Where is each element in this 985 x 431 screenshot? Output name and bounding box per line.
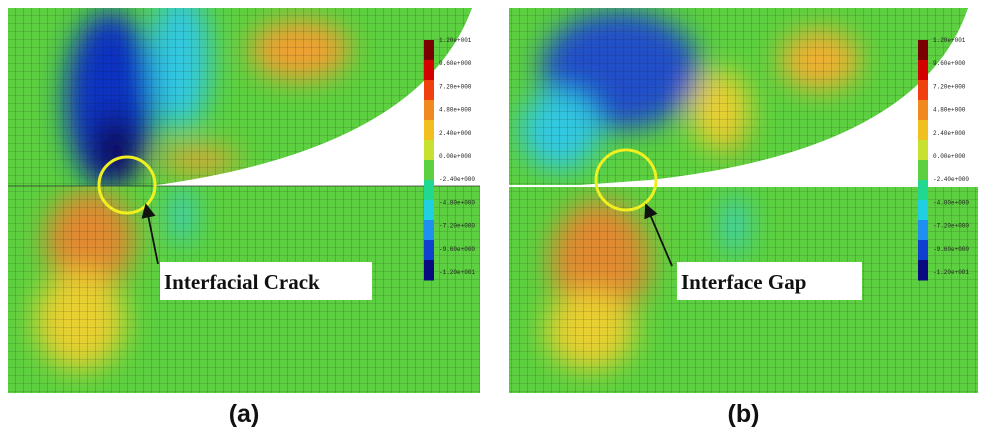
colorbar-label: 7.20e+000 (933, 83, 966, 90)
colorbar-band (918, 220, 928, 241)
colorbar-band (918, 180, 928, 201)
colorbar-label: -1.20e+001 (439, 269, 475, 276)
colorbar-band (918, 80, 928, 101)
colorbar-label: 0.00e+000 (933, 153, 966, 160)
annotation: Interfacial Crack (164, 270, 320, 294)
colorbar-band (424, 120, 434, 141)
colorbar-label: 4.80e+000 (933, 107, 966, 114)
colorbar-label: 9.60e+000 (933, 60, 966, 67)
colorbar-band (424, 100, 434, 121)
colorbar-band (424, 140, 434, 161)
colorbar-band (918, 60, 928, 81)
caption: (b) (728, 400, 760, 428)
colorbar-band (424, 200, 434, 221)
colorbar-band (918, 260, 928, 281)
colorbar-band (918, 160, 928, 181)
colorbar-label: -1.20e+001 (933, 269, 969, 276)
colorbar-band (424, 60, 434, 81)
colorbar-label: -9.60e+000 (439, 246, 475, 253)
colorbar-label: 0.00e+000 (439, 153, 472, 160)
colorbar-band (424, 40, 434, 61)
colorbar-band (918, 120, 928, 141)
panel: 1.20e+001 9.60e+000 7.20e+000 4.80e+000 2.40… (8, 0, 480, 428)
colorbar-band (424, 260, 434, 281)
colorbar-band (424, 80, 434, 101)
colorbar-label: 9.60e+000 (439, 60, 472, 67)
colorbar-band (424, 160, 434, 181)
annotation: Interface Gap (681, 270, 806, 294)
colorbar-band (918, 200, 928, 221)
colorbar-label: -7.20e+000 (439, 223, 475, 230)
figure: 1.20e+001 9.60e+000 7.20e+000 4.80e+000 2.40… (0, 0, 985, 431)
colorbar-band (424, 240, 434, 261)
colorbar-label: 1.20e+001 (933, 37, 966, 44)
colorbar-label: 4.80e+000 (439, 107, 472, 114)
colorbar-band (918, 240, 928, 261)
colorbar-label: -2.40e+000 (933, 176, 969, 183)
colorbar-label: 2.40e+000 (439, 130, 472, 137)
colorbar-label: 2.40e+000 (933, 130, 966, 137)
colorbar-label: 1.20e+001 (439, 37, 472, 44)
colorbar-band (424, 220, 434, 241)
colorbar-band (918, 140, 928, 161)
colorbar-label: -9.60e+000 (933, 246, 969, 253)
colorbar-band (918, 40, 928, 61)
colorbar-band (918, 100, 928, 121)
colorbar-label: -2.40e+000 (439, 176, 475, 183)
colorbar-label: -7.20e+000 (933, 223, 969, 230)
colorbar-label: -4.80e+000 (933, 199, 969, 206)
colorbar-label: 7.20e+000 (439, 83, 472, 90)
panel: 1.20e+001 9.60e+000 7.20e+000 4.80e+000 2.40… (509, 8, 978, 428)
colorbar-label: -4.80e+000 (439, 199, 475, 206)
colorbar-band (424, 180, 434, 201)
caption: (a) (229, 400, 260, 428)
